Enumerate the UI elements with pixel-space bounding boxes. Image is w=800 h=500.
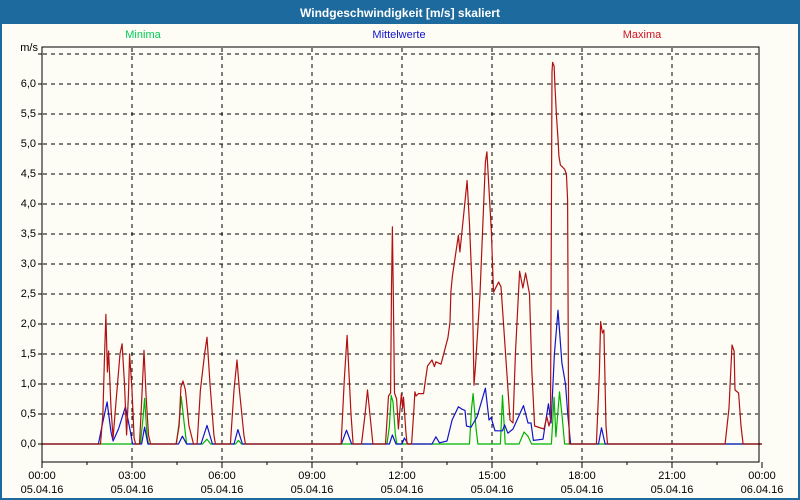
y-tick-label: 6,0 [20,78,36,90]
x-tick-label: 00:00 05.04.16 [10,469,74,497]
x-tick-label: 21:00 05.04.16 [640,469,704,497]
x-tick-date: 05.04.16 [650,484,694,496]
x-tick-date: 05.04.16 [110,484,154,496]
x-tick-label: 18:00 05.04.16 [550,469,614,497]
x-tick-date: 05.04.16 [560,484,604,496]
x-tick-date: 05.04.16 [470,484,514,496]
y-tick-label: 3,0 [20,258,36,270]
window-title: Windgeschwindigkeit [m/s] skaliert [300,6,500,20]
x-tick-time: 00:00 [28,470,56,482]
y-tick-label: 4,5 [20,168,36,180]
y-tick-label: 5,0 [20,138,36,150]
x-tick-time: 09:00 [298,470,326,482]
x-tick-date: 05.04.16 [380,484,424,496]
y-tick-label: 1,5 [20,348,36,360]
y-tick-label: 1,0 [20,378,36,390]
x-tick-label: 12:00 05.04.16 [370,469,434,497]
y-tick-label: 0,0 [20,438,36,450]
series-maxima-line [42,61,762,445]
x-tick-label: 06:00 05.04.16 [190,469,254,497]
x-tick-label: 03:00 05.04.16 [100,469,164,497]
series-mittelwerte-line [42,309,762,445]
x-tick-time: 15:00 [478,470,506,482]
plot-border [41,46,760,463]
x-tick-time: 12:00 [388,470,416,482]
legend-mittelwerte-label: Mittelwerte [372,29,426,41]
x-tick-time: 06:00 [208,470,236,482]
legend-maxima-label: Maxima [622,29,662,41]
y-tick-label: 4,0 [20,198,36,210]
x-tick-time: 03:00 [118,470,146,482]
x-tick-label: 09:00 05.04.16 [280,469,344,497]
y-tick-label: 3,5 [20,228,36,240]
x-tick-time: 21:00 [658,470,686,482]
x-tick-label: 00:00 06.04.16 [730,469,794,497]
x-tick-date: 05.04.16 [200,484,244,496]
y-tick-label: 2,0 [20,318,36,330]
x-tick-date: 05.04.16 [290,484,334,496]
y-tick-label: 5,5 [20,108,36,120]
y-tick-label: 2,5 [20,288,36,300]
x-tick-date: 05.04.16 [20,484,64,496]
y-tick-label: 0,5 [20,408,36,420]
window-title-bar: Windgeschwindigkeit [m/s] skaliert [2,2,798,24]
x-tick-time: 18:00 [568,470,596,482]
x-tick-time: 00:00 [748,470,776,482]
y-axis-unit-label: m/s [20,42,38,54]
x-tick-label: 15:00 05.04.16 [460,469,524,497]
legend-minima-label: Minima [125,29,161,41]
x-tick-date: 06.04.16 [740,484,784,496]
